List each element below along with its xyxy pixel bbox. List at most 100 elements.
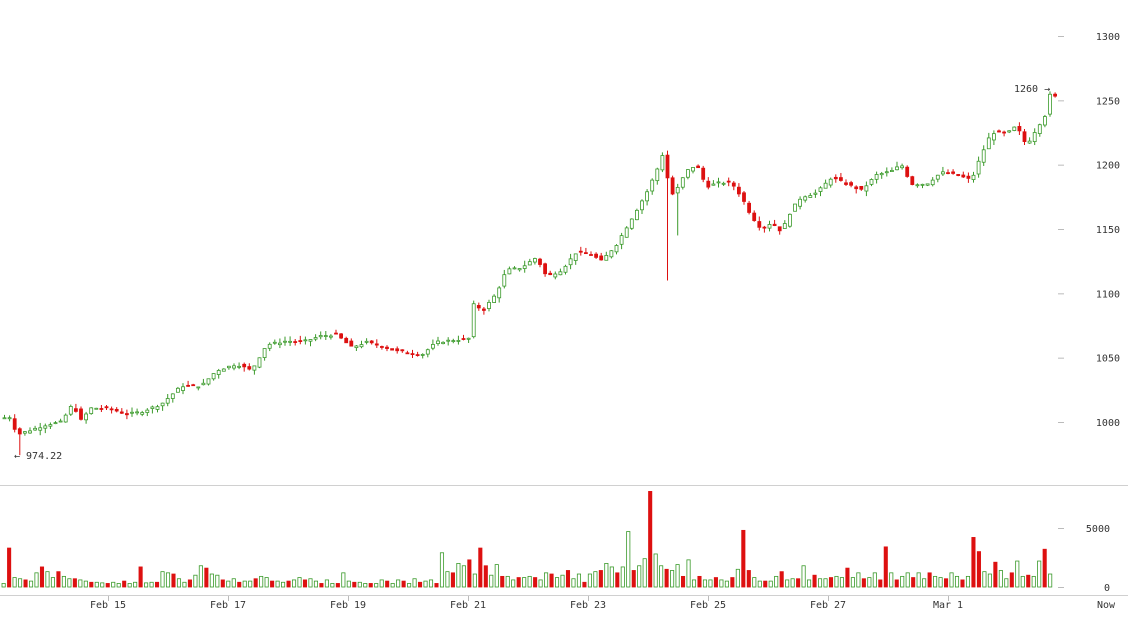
volume-bar-down	[89, 581, 94, 588]
candle-down	[385, 346, 389, 349]
volume-bar-down	[478, 547, 483, 588]
volume-bar-up	[653, 553, 658, 588]
volume-bar-down	[861, 578, 866, 588]
candle-down	[956, 174, 961, 176]
candle-down	[578, 250, 583, 253]
volume-bar-up	[807, 579, 812, 588]
volume-bar-up	[67, 578, 72, 588]
volume-bar-up	[702, 579, 708, 588]
volume-bar-up	[100, 582, 105, 588]
candle-down	[109, 408, 114, 411]
candle-up	[502, 274, 507, 287]
candle-up	[94, 407, 99, 410]
candle-up	[456, 340, 461, 342]
candle-up	[196, 386, 201, 389]
candle-up	[558, 271, 563, 276]
volume-bar-up	[604, 563, 609, 588]
volume-bar-up	[439, 552, 445, 588]
candle-up	[84, 413, 88, 421]
volume-bar-down	[335, 583, 340, 588]
candle-down	[293, 341, 298, 343]
volume-bar-up	[560, 574, 565, 588]
volume-bar-up	[445, 571, 450, 588]
candle-up	[522, 265, 527, 269]
candle-down	[186, 384, 191, 387]
volume-bar-down	[828, 577, 834, 588]
candle-down	[910, 176, 915, 185]
volume-bar-up	[461, 565, 466, 588]
low-price-annotation: ← 974.22	[14, 451, 62, 462]
x-tick-label: Mar 1	[933, 600, 963, 611]
candle-up	[512, 267, 517, 270]
volume-bar-up	[330, 583, 335, 588]
x-tick-label: Feb 21	[450, 600, 486, 611]
volume-bar-down	[56, 571, 61, 588]
volume-bar-down	[23, 579, 28, 588]
volume-bar-up	[363, 583, 368, 588]
candle-up	[635, 209, 639, 221]
candle-up	[2, 417, 7, 420]
candle-up	[828, 178, 833, 186]
candle-down	[777, 226, 782, 232]
volume-bar-up	[149, 581, 154, 588]
candle-up	[884, 171, 889, 174]
candle-up	[313, 337, 318, 340]
volume-bar-up	[987, 573, 992, 588]
candle-up	[160, 402, 165, 407]
volume-bar-down	[401, 580, 406, 588]
candle-down	[833, 176, 838, 180]
volume-bar-up	[823, 578, 828, 588]
volume-bar-down	[971, 537, 976, 588]
candle-up	[941, 171, 945, 175]
volume-bar-up	[308, 578, 313, 588]
volume-bar-up	[226, 580, 231, 588]
candle-up	[645, 191, 649, 202]
volume-bar-up	[1048, 573, 1053, 588]
candle-up	[864, 185, 869, 192]
volume-bar-up	[757, 580, 762, 588]
candle-up	[767, 224, 772, 229]
candle-down	[737, 186, 741, 195]
volume-bar-up	[538, 579, 543, 588]
candle-up	[553, 273, 558, 278]
volume-bar-up	[1031, 575, 1036, 588]
volume-bar-up	[554, 577, 560, 588]
candle-up	[675, 187, 680, 194]
volume-bar-up	[637, 565, 642, 588]
candle-up	[711, 183, 716, 186]
volume-tick-label: 5000	[1086, 524, 1110, 535]
candle-up	[487, 302, 491, 310]
candle-up	[135, 411, 140, 414]
x-tick-label: Now	[1097, 600, 1116, 611]
volume-bar-down	[352, 581, 357, 588]
volume-bar-up	[954, 575, 960, 588]
candle-up	[364, 340, 369, 343]
price-tick-label: 1150	[1096, 225, 1120, 236]
candle-up	[140, 412, 145, 415]
candle-up	[976, 160, 981, 175]
volume-bar-up	[522, 577, 527, 588]
candle-up	[1032, 132, 1037, 142]
volume-bar-up	[242, 580, 247, 588]
candle-up	[22, 431, 27, 434]
candle-up	[721, 182, 726, 185]
volume-bar-up	[209, 573, 214, 588]
candle-up	[971, 174, 976, 181]
candle-down	[859, 185, 864, 190]
candle-up	[686, 169, 690, 178]
candle-down	[665, 154, 670, 179]
volume-bar-down	[450, 572, 455, 588]
candle-up	[420, 354, 425, 356]
volume-bar-up	[801, 565, 806, 588]
volume-bar-up	[834, 575, 839, 588]
candle-up	[28, 430, 32, 434]
candle-down	[461, 338, 466, 340]
candle-down	[410, 353, 415, 356]
candle-up	[568, 258, 573, 266]
candle-up	[150, 406, 155, 409]
candle-up	[803, 196, 808, 201]
volume-bar-up	[379, 579, 384, 588]
candle-down	[242, 363, 247, 368]
candle-up	[655, 168, 660, 182]
candle-down	[849, 182, 853, 186]
